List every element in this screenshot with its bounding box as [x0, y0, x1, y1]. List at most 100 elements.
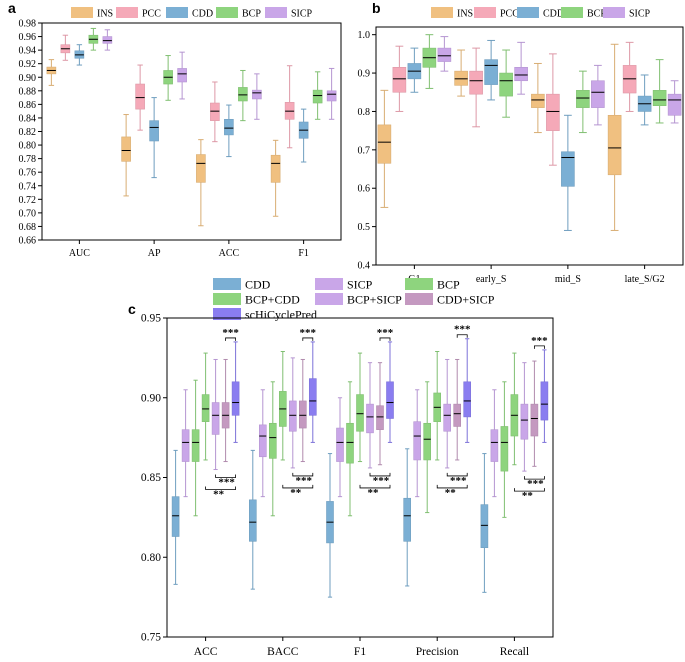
y-tick-label: 0.80 — [141, 552, 161, 564]
iqr-box — [480, 504, 489, 548]
box-PCC-late_S/G2 — [622, 41, 637, 112]
box-CDD+SICP-Precision — [453, 358, 462, 461]
legend-swatch — [213, 308, 241, 320]
y-tick-label: 0.4 — [358, 261, 371, 272]
iqr-box — [530, 403, 539, 437]
box-SICP-AUC — [102, 29, 113, 51]
bracket-top — [302, 337, 314, 341]
iqr-box — [312, 89, 323, 104]
bracket-1 — [446, 472, 468, 477]
box-BCP-AP — [163, 55, 173, 101]
iqr-box — [366, 403, 374, 434]
legend-swatch — [213, 278, 241, 290]
box-scHiCyclePred-Recall — [540, 349, 549, 443]
legend-item-scHiCyclePred: scHiCyclePred — [213, 308, 317, 322]
x-tick-label-early_S: early_S — [476, 274, 507, 285]
y-tick-label: 0.72 — [19, 195, 37, 206]
iqr-box — [231, 381, 240, 416]
iqr-box — [561, 151, 575, 187]
bracket-top — [379, 337, 391, 341]
box-BCP+SICP-BACC — [288, 357, 297, 469]
y-tick-label: 0.5 — [358, 222, 371, 233]
box-BCP+SICP-Recall — [520, 362, 529, 472]
box-SICP-early_S — [514, 41, 528, 95]
legend-swatch — [315, 293, 343, 305]
box-CDD-late_S/G2 — [637, 74, 652, 126]
y-tick-label: 0.92 — [19, 59, 37, 70]
box-INS-AP — [121, 114, 131, 197]
iqr-box — [403, 497, 412, 542]
legend-swatch — [216, 7, 238, 18]
legend-swatch — [71, 7, 93, 18]
box-CDD+SICP-BACC — [298, 358, 307, 463]
iqr-box — [423, 422, 432, 461]
y-tick-label: 0.82 — [19, 127, 37, 138]
bracket-2 — [282, 484, 314, 489]
box-SICP-ACC — [252, 73, 262, 120]
iqr-box — [500, 426, 509, 472]
bracket-2 — [514, 488, 545, 492]
box-SICP-AP — [177, 51, 187, 100]
significance-BACC: ******** — [282, 327, 317, 499]
box-CDD-mid_S — [561, 114, 575, 231]
legend-swatch — [405, 278, 433, 290]
sig-label-top: *** — [531, 335, 548, 347]
legend-label: PCC — [500, 9, 519, 20]
box-BCP+SICP-F1 — [366, 362, 374, 469]
iqr-box — [484, 59, 498, 85]
y-tick-label: 0.96 — [19, 32, 37, 43]
legend-item-CDD+SICP: CDD+SICP — [405, 293, 495, 307]
panel-label-a: a — [8, 0, 16, 16]
box-BCP-mid_S — [576, 70, 590, 134]
iqr-box — [102, 36, 113, 44]
iqr-box — [210, 102, 220, 121]
plot-frame — [41, 22, 342, 241]
box-SICP-ACC — [181, 389, 190, 498]
box-SICP-late_S/G2 — [667, 80, 682, 124]
box-BCP+CDD-Recall — [510, 352, 519, 466]
panel-c: 0.75 0.80 0.85 0.90 0.95 ACC BACC F1 Precision Re… — [141, 313, 554, 658]
significance-ACC: ******** — [205, 327, 239, 501]
y-tick-label: 0.80 — [19, 141, 37, 152]
box-BCP+CDD-F1 — [356, 352, 364, 463]
legend-item-BCP: BCP — [216, 7, 261, 20]
x-tick-label-AUC: AUC — [69, 248, 90, 259]
iqr-box — [540, 381, 549, 421]
x-tick-label-late_S/G2: late_S/G2 — [625, 274, 665, 285]
box-INS-F1 — [270, 139, 281, 217]
legend-label: CDD — [543, 9, 564, 20]
iqr-box — [386, 381, 394, 419]
box-PCC-mid_S — [546, 53, 560, 166]
iqr-box — [258, 424, 267, 458]
box-BCP-G1 — [422, 34, 437, 89]
legend-item-SICP: SICP — [265, 7, 313, 20]
sig-label-2: ** — [368, 487, 380, 499]
panel-a: 0.66 0.68 0.70 0.72 0.74 0.76 0.78 0.80 0.82 0.84… — [19, 19, 342, 259]
iqr-box — [252, 89, 262, 100]
panel-label-b: b — [372, 0, 381, 16]
box-CDD-ACC — [171, 449, 180, 585]
legend-swatch — [474, 7, 496, 18]
legend-label: BCP+CDD — [245, 293, 300, 307]
significance-F1: ******** — [359, 327, 394, 499]
box-SICP-F1 — [326, 67, 337, 120]
iqr-box — [224, 118, 234, 136]
box-BCP-F1 — [346, 381, 354, 517]
sig-label-2: ** — [445, 487, 457, 499]
y-tick-label: 0.85 — [141, 472, 161, 484]
y-tick-label: 0.90 — [19, 73, 37, 84]
iqr-box — [171, 496, 180, 537]
legend-item-BCP: BCP — [561, 7, 606, 20]
box-BCP-late_S/G2 — [652, 59, 667, 124]
iqr-box — [377, 124, 392, 164]
iqr-box — [463, 381, 472, 418]
iqr-box — [288, 400, 297, 432]
legend-label: BCP — [242, 9, 261, 20]
legend-swatch — [603, 7, 625, 18]
iqr-box — [576, 90, 590, 108]
legend-label: BCP — [437, 278, 460, 292]
box-BCP+SICP-Precision — [443, 358, 452, 469]
iqr-box — [326, 90, 337, 102]
box-CDD+SICP-ACC — [221, 358, 230, 463]
iqr-box — [346, 422, 354, 464]
